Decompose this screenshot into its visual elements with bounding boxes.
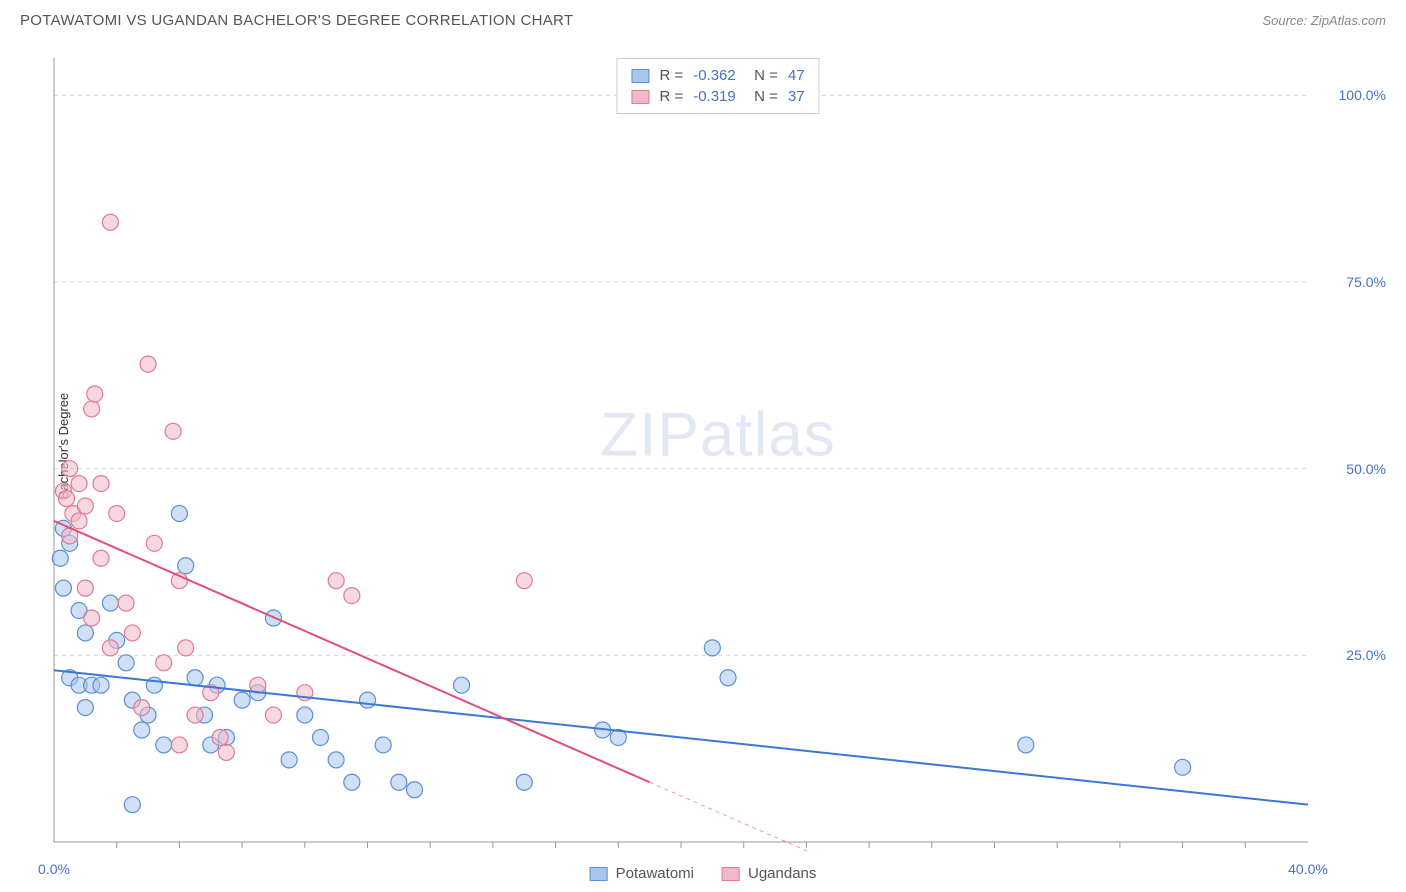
legend-series-label: Ugandans	[748, 865, 816, 882]
chart-plot-area: ZIPatlas R = -0.362 N = 47R = -0.319 N =…	[50, 50, 1386, 852]
x-tick-label: 40.0%	[1288, 861, 1328, 877]
legend-correlation-row: R = -0.362 N = 47	[631, 65, 804, 86]
legend-n-value: 47	[788, 67, 805, 84]
scatter-svg	[50, 50, 1386, 852]
legend-n-value: 37	[788, 88, 805, 105]
chart-header: POTAWATOMI VS UGANDAN BACHELOR'S DEGREE …	[0, 0, 1406, 37]
legend-r-value: -0.319	[693, 88, 736, 105]
y-tick-label: 50.0%	[1346, 461, 1386, 477]
legend-swatch	[722, 867, 740, 881]
legend-correlation-row: R = -0.319 N = 37	[631, 86, 804, 107]
legend-r-label: R =	[659, 67, 683, 84]
y-tick-label: 100.0%	[1339, 87, 1386, 103]
legend-series-label: Potawatomi	[616, 865, 694, 882]
legend-correlation: R = -0.362 N = 47R = -0.319 N = 37	[616, 58, 819, 114]
legend-swatch	[631, 90, 649, 104]
legend-series: Potawatomi Ugandans	[590, 865, 817, 882]
y-tick-label: 25.0%	[1346, 647, 1386, 663]
legend-r-label: R =	[659, 88, 683, 105]
chart-title: POTAWATOMI VS UGANDAN BACHELOR'S DEGREE …	[20, 12, 573, 29]
legend-series-item: Ugandans	[722, 865, 816, 882]
legend-series-item: Potawatomi	[590, 865, 694, 882]
y-tick-label: 75.0%	[1346, 274, 1386, 290]
x-tick-label: 0.0%	[38, 861, 70, 877]
legend-swatch	[590, 867, 608, 881]
legend-r-value: -0.362	[693, 67, 736, 84]
legend-swatch	[631, 69, 649, 83]
legend-n-label: N =	[746, 67, 778, 84]
chart-source: Source: ZipAtlas.com	[1262, 13, 1386, 28]
legend-n-label: N =	[746, 88, 778, 105]
